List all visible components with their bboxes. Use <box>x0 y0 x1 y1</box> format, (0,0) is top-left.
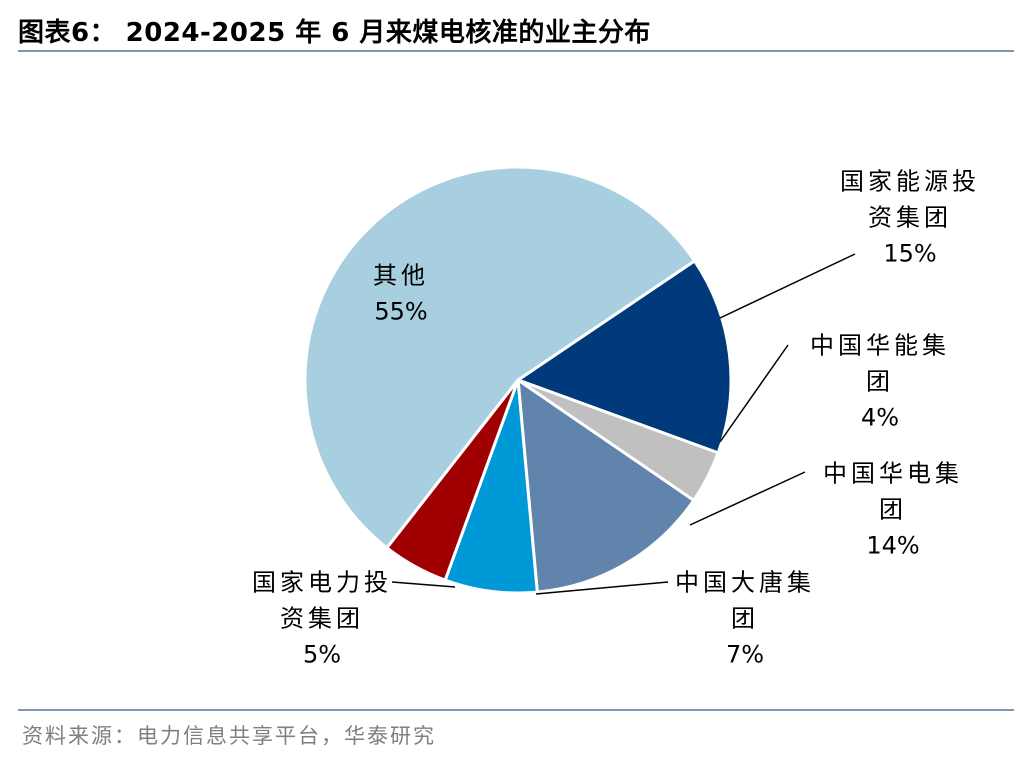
slice-label-2-1: 团 <box>879 496 907 524</box>
slice-percent-5-1: 55% <box>374 298 427 326</box>
slice-label-4-0: 国家电力投 <box>252 569 392 597</box>
chart-title: 图表6： 2024-2025 年 6 月来煤电核准的业主分布 <box>18 18 651 48</box>
slice-label-5-0: 其他 <box>373 262 429 290</box>
slice-label-4-1: 资集团 <box>280 605 364 633</box>
slice-label-2-0: 中国华电集 <box>823 460 963 488</box>
slice-label-0-1: 资集团 <box>868 204 952 232</box>
slice-percent-0-2: 15% <box>883 240 936 268</box>
source-divider <box>18 709 1014 711</box>
pie-slice-5 <box>303 165 697 550</box>
slice-label-3-1: 团 <box>731 605 759 633</box>
slice-label-0-0: 国家能源投 <box>840 168 980 196</box>
pie-slice-2 <box>516 378 696 594</box>
leader-line-2 <box>689 471 806 526</box>
slice-label-1-1: 团 <box>866 368 894 396</box>
leader-line-4 <box>391 581 456 588</box>
leader-line-3 <box>535 581 669 595</box>
leader-line-0 <box>719 253 856 319</box>
slice-percent-4-2: 5% <box>303 641 341 669</box>
title-divider <box>18 50 1014 52</box>
source-note: 资料来源：电力信息共享平台，华泰研究 <box>22 724 436 748</box>
slice-percent-2-2: 14% <box>866 532 919 560</box>
slice-label-3-0: 中国大唐集 <box>675 569 815 597</box>
leader-line-1 <box>719 344 789 443</box>
slice-percent-3-2: 7% <box>726 641 764 669</box>
slice-label-1-0: 中国华能集 <box>810 332 950 360</box>
slice-percent-1-2: 4% <box>861 404 899 432</box>
